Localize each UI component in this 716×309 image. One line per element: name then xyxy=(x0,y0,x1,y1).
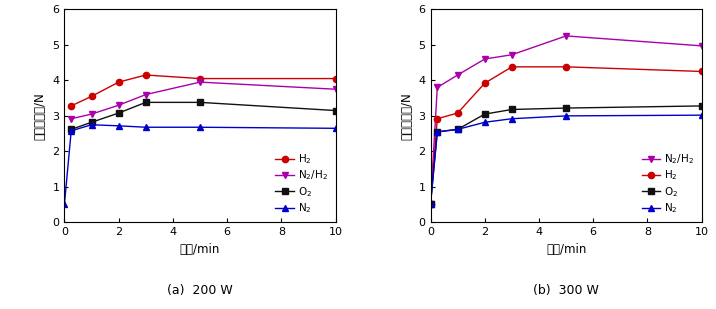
N$_2$/H$_2$ xyxy=(433,86,442,89)
N$_2$ xyxy=(480,121,489,124)
N$_2$ xyxy=(697,113,706,117)
H$_2$ xyxy=(87,95,96,98)
N$_2$ xyxy=(67,129,75,133)
Text: (a)  200 W: (a) 200 W xyxy=(167,284,233,297)
N$_2$/H$_2$ xyxy=(480,57,489,61)
N$_2$ xyxy=(115,124,123,128)
H$_2$ xyxy=(426,202,435,206)
O$_2$ xyxy=(67,128,75,131)
Text: (b)  300 W: (b) 300 W xyxy=(533,284,599,297)
Line: N$_2$: N$_2$ xyxy=(62,122,339,207)
N$_2$ xyxy=(433,130,442,134)
Line: H$_2$: H$_2$ xyxy=(68,72,339,109)
N$_2$ xyxy=(332,126,340,130)
N$_2$ xyxy=(87,123,96,127)
N$_2$/H$_2$ xyxy=(142,93,150,96)
O$_2$ xyxy=(562,106,571,110)
O$_2$ xyxy=(433,130,442,134)
N$_2$/H$_2$ xyxy=(115,103,123,107)
Legend: H$_2$, N$_2$/H$_2$, O$_2$, N$_2$: H$_2$, N$_2$/H$_2$, O$_2$, N$_2$ xyxy=(274,150,330,217)
N$_2$/H$_2$ xyxy=(426,202,435,206)
N$_2$ xyxy=(426,202,435,206)
O$_2$ xyxy=(426,202,435,206)
H$_2$ xyxy=(142,73,150,77)
N$_2$/H$_2$ xyxy=(562,34,571,38)
X-axis label: 时间/min: 时间/min xyxy=(546,243,586,256)
N$_2$ xyxy=(195,125,204,129)
N$_2$/H$_2$ xyxy=(195,80,204,84)
H$_2$ xyxy=(508,65,516,69)
O$_2$ xyxy=(480,112,489,116)
H$_2$ xyxy=(562,65,571,69)
H$_2$ xyxy=(433,117,442,121)
O$_2$ xyxy=(87,121,96,124)
N$_2$/H$_2$ xyxy=(508,53,516,57)
H$_2$ xyxy=(453,111,462,115)
O$_2$ xyxy=(453,128,462,131)
H$_2$ xyxy=(195,77,204,80)
N$_2$ xyxy=(60,202,69,206)
N$_2$/H$_2$ xyxy=(67,117,75,121)
N$_2$/H$_2$ xyxy=(453,73,462,77)
O$_2$ xyxy=(142,100,150,104)
H$_2$ xyxy=(480,81,489,85)
N$_2$/H$_2$ xyxy=(332,87,340,91)
H$_2$ xyxy=(67,104,75,108)
O$_2$ xyxy=(195,100,204,104)
Line: O$_2$: O$_2$ xyxy=(427,103,705,207)
Line: N$_2$: N$_2$ xyxy=(427,112,705,207)
Line: N$_2$/H$_2$: N$_2$/H$_2$ xyxy=(68,79,339,122)
O$_2$ xyxy=(697,104,706,108)
H$_2$ xyxy=(332,77,340,80)
X-axis label: 时间/min: 时间/min xyxy=(180,243,221,256)
N$_2$ xyxy=(142,125,150,129)
N$_2$/H$_2$ xyxy=(697,44,706,48)
N$_2$ xyxy=(453,128,462,131)
O$_2$ xyxy=(115,111,123,115)
Line: H$_2$: H$_2$ xyxy=(427,64,705,207)
O$_2$ xyxy=(508,108,516,111)
Y-axis label: 表面粘附力/N: 表面粘附力/N xyxy=(34,92,47,140)
H$_2$ xyxy=(115,80,123,84)
Legend: N$_2$/H$_2$, H$_2$, O$_2$, N$_2$: N$_2$/H$_2$, H$_2$, O$_2$, N$_2$ xyxy=(639,150,697,217)
Line: N$_2$/H$_2$: N$_2$/H$_2$ xyxy=(427,33,705,207)
N$_2$/H$_2$ xyxy=(87,112,96,116)
N$_2$ xyxy=(508,117,516,121)
O$_2$ xyxy=(332,109,340,112)
Line: O$_2$: O$_2$ xyxy=(68,99,339,133)
N$_2$ xyxy=(562,114,571,118)
H$_2$ xyxy=(697,70,706,73)
Y-axis label: 表面粘附力/N: 表面粘附力/N xyxy=(400,92,413,140)
